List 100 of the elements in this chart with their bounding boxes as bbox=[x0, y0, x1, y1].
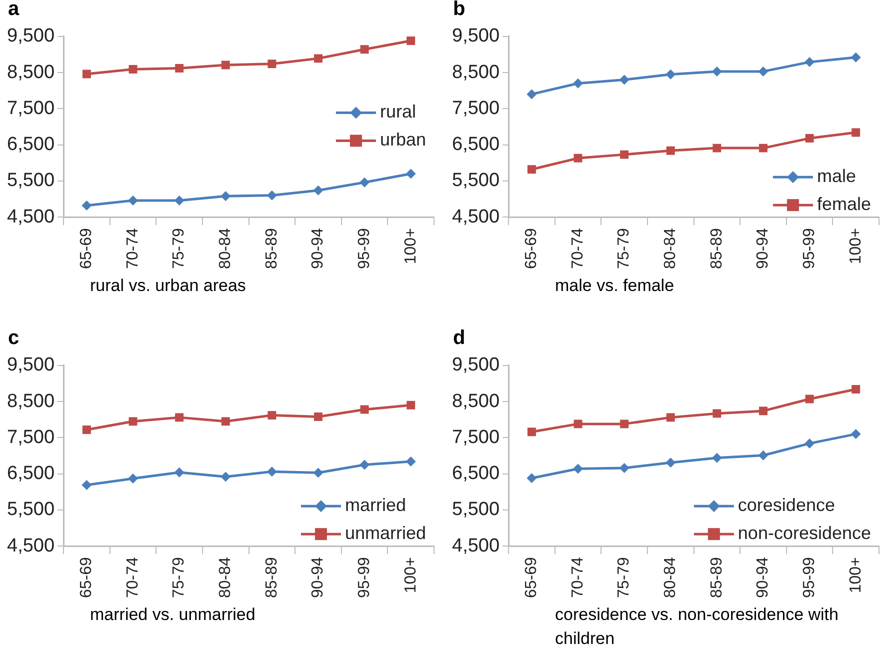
x-tick-label: 85-89 bbox=[263, 556, 280, 598]
point bbox=[360, 405, 369, 414]
y-tick-label: 5,500 bbox=[7, 170, 55, 192]
x-tick-label: 90-94 bbox=[310, 228, 327, 269]
y-tick-label: 4,500 bbox=[7, 535, 55, 556]
x-tick-label: 80-84 bbox=[662, 228, 680, 269]
point bbox=[852, 128, 860, 137]
x-tick-label: 65-69 bbox=[523, 228, 540, 269]
x-tick-label: 100+ bbox=[402, 557, 420, 594]
chart-title: b bbox=[453, 0, 466, 21]
legend-label: female bbox=[816, 194, 872, 214]
point bbox=[360, 177, 370, 188]
x-tick-label: 85-89 bbox=[263, 228, 280, 269]
point bbox=[266, 466, 277, 477]
legend-label: coresidence bbox=[738, 495, 835, 516]
y-tick-label: 5,500 bbox=[452, 499, 500, 520]
point bbox=[360, 45, 369, 54]
point bbox=[852, 385, 860, 394]
x-axis-title: male vs. female bbox=[555, 275, 676, 297]
point bbox=[313, 185, 324, 196]
point bbox=[574, 420, 582, 428]
point bbox=[712, 409, 722, 418]
point bbox=[758, 144, 768, 152]
y-tick-label: 9,500 bbox=[452, 354, 500, 376]
point bbox=[82, 200, 92, 211]
y-tick-label: 4,500 bbox=[452, 535, 500, 556]
point bbox=[221, 60, 230, 70]
x-tick-label: 95-99 bbox=[800, 228, 818, 269]
point bbox=[805, 134, 814, 143]
point bbox=[220, 472, 231, 482]
chart-title: d bbox=[453, 327, 466, 350]
point bbox=[805, 394, 814, 404]
point bbox=[619, 74, 630, 85]
y-tick-label: 8,500 bbox=[7, 390, 55, 412]
x-tick-label: 70-74 bbox=[569, 556, 586, 598]
point bbox=[406, 456, 416, 467]
point bbox=[712, 452, 722, 463]
y-tick-label: 6,500 bbox=[452, 134, 500, 156]
point bbox=[128, 65, 138, 74]
y-tick-label: 4,500 bbox=[7, 206, 55, 228]
y-tick-label: 9,500 bbox=[7, 354, 55, 376]
x-tick-label: 100+ bbox=[847, 228, 864, 264]
x-tick-label: 80-84 bbox=[217, 556, 234, 598]
x-tick-label: 70-74 bbox=[124, 556, 142, 598]
point bbox=[758, 406, 768, 416]
x-tick-label: 75-79 bbox=[616, 228, 633, 269]
point bbox=[174, 467, 184, 478]
y-tick-label: 5,500 bbox=[7, 499, 55, 520]
point bbox=[406, 168, 416, 179]
point bbox=[574, 154, 582, 162]
y-tick-label: 6,500 bbox=[7, 463, 55, 484]
y-tick-label: 4,500 bbox=[452, 206, 500, 228]
x-tick-label: 75-79 bbox=[616, 556, 633, 598]
point bbox=[313, 468, 324, 478]
x-tick-label: 65-69 bbox=[523, 556, 540, 598]
point bbox=[850, 429, 861, 440]
x-tick-label: 65-69 bbox=[78, 556, 96, 598]
chart-title: c bbox=[8, 327, 20, 350]
legend-label: urban bbox=[380, 130, 426, 150]
y-tick-label: 7,500 bbox=[452, 98, 500, 119]
point bbox=[619, 463, 630, 474]
point bbox=[666, 146, 675, 155]
x-axis-title: married vs. unmarried bbox=[90, 604, 256, 626]
point bbox=[314, 54, 322, 63]
point bbox=[620, 420, 629, 428]
point bbox=[82, 70, 91, 78]
point bbox=[314, 412, 322, 421]
x-tick-label: 70-74 bbox=[569, 228, 586, 269]
x-tick-label: 85-89 bbox=[708, 556, 726, 598]
y-tick-label: 5,500 bbox=[452, 170, 500, 192]
point bbox=[666, 413, 675, 422]
point bbox=[360, 460, 370, 470]
point bbox=[850, 52, 861, 62]
point bbox=[82, 480, 92, 490]
legend-label: non-coresidence bbox=[738, 523, 872, 544]
point bbox=[804, 57, 815, 68]
point bbox=[758, 450, 768, 460]
point bbox=[406, 36, 416, 45]
point bbox=[174, 195, 184, 206]
point bbox=[220, 191, 231, 202]
y-tick-label: 7,500 bbox=[7, 98, 55, 119]
x-tick-label: 90-94 bbox=[754, 228, 772, 269]
chart-title: a bbox=[8, 0, 20, 21]
point bbox=[527, 165, 536, 174]
x-axis-title: rural vs. urban areas bbox=[90, 275, 247, 297]
point bbox=[128, 417, 138, 426]
y-tick-label: 8,500 bbox=[452, 62, 500, 83]
legend-label: male bbox=[816, 166, 856, 186]
point bbox=[573, 464, 584, 474]
point bbox=[526, 89, 537, 100]
y-tick-label: 8,500 bbox=[452, 390, 500, 412]
point bbox=[666, 69, 676, 80]
point bbox=[268, 411, 276, 420]
point bbox=[620, 150, 629, 159]
x-tick-label: 75-79 bbox=[170, 228, 188, 269]
legend-label: unmarried bbox=[344, 523, 426, 544]
point bbox=[406, 400, 416, 410]
y-tick-label: 9,500 bbox=[7, 26, 55, 47]
x-tick-label: 95-99 bbox=[800, 556, 818, 598]
y-tick-label: 6,500 bbox=[7, 134, 55, 156]
